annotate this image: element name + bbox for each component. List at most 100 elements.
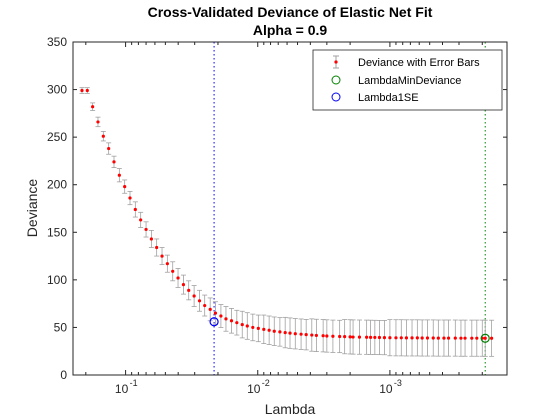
y-tick-label: 350 xyxy=(47,35,67,49)
legend-label-lambda1se: Lambda1SE xyxy=(358,92,419,104)
y-tick-label: 100 xyxy=(47,273,67,287)
deviance-points xyxy=(80,88,494,340)
deviance-point xyxy=(293,332,297,336)
deviance-point xyxy=(272,329,276,333)
deviance-point xyxy=(219,314,223,318)
deviance-point xyxy=(203,303,207,308)
deviance-point xyxy=(446,336,451,340)
deviance-point xyxy=(112,160,116,164)
deviance-point xyxy=(117,173,121,177)
x-axis-label: Lambda xyxy=(265,401,316,417)
deviance-point xyxy=(245,324,249,328)
deviance-point xyxy=(101,134,105,138)
deviance-point xyxy=(96,120,100,124)
deviance-point xyxy=(107,146,111,151)
deviance-point xyxy=(91,105,95,109)
deviance-point xyxy=(475,336,479,340)
legend-circle-blue-icon xyxy=(331,92,341,102)
deviance-point xyxy=(197,299,202,303)
deviance-point xyxy=(463,336,467,340)
legend-entry-lambdamin: LambdaMinDeviance xyxy=(331,75,461,87)
x-tick-label: 10 xyxy=(379,382,393,396)
y-tick-label: 0 xyxy=(60,368,67,382)
deviance-point xyxy=(160,254,164,258)
x-axis-ticks: 10 -1 10 -2 10 -3 xyxy=(85,42,483,396)
deviance-point xyxy=(187,288,191,292)
deviance-point xyxy=(123,185,127,189)
x-tick-label-exponent: -1 xyxy=(130,378,138,388)
deviance-point xyxy=(224,317,228,321)
deviance-point xyxy=(181,283,186,287)
deviance-point xyxy=(251,325,255,330)
x-tick-label: 10 xyxy=(247,382,261,396)
y-tick-label: 150 xyxy=(47,225,67,239)
legend-label-deviance: Deviance with Error Bars xyxy=(358,57,480,69)
deviance-point xyxy=(459,336,463,340)
chart-subtitle: Alpha = 0.9 xyxy=(253,22,328,38)
deviance-point xyxy=(331,334,335,338)
deviance-point xyxy=(304,333,308,337)
y-tick-label: 300 xyxy=(47,83,67,97)
deviance-point xyxy=(278,330,282,334)
deviance-point xyxy=(235,321,239,325)
deviance-point xyxy=(310,333,314,337)
lambda-markers xyxy=(209,317,490,343)
deviance-point xyxy=(425,336,430,340)
reference-lines xyxy=(213,42,486,375)
deviance-point xyxy=(431,336,435,340)
deviance-point xyxy=(133,207,137,212)
deviance-point xyxy=(139,218,143,222)
deviance-point xyxy=(321,334,325,338)
deviance-point xyxy=(490,336,494,340)
deviance-point xyxy=(165,262,169,266)
deviance-point xyxy=(262,327,266,331)
deviance-point xyxy=(299,332,303,336)
deviance-point xyxy=(288,331,292,335)
lambdamin-marker xyxy=(480,333,490,343)
deviance-point xyxy=(348,335,352,339)
deviance-point xyxy=(442,336,446,340)
deviance-point xyxy=(283,330,287,335)
deviance-point xyxy=(208,307,212,311)
deviance-point xyxy=(338,334,342,339)
deviance-point xyxy=(399,336,403,340)
deviance-point xyxy=(213,311,218,315)
deviance-point xyxy=(229,319,234,323)
deviance-point xyxy=(365,335,369,339)
deviance-point xyxy=(149,237,153,241)
deviance-point xyxy=(404,336,409,340)
deviance-point xyxy=(415,336,419,340)
deviance-point xyxy=(240,322,244,327)
chart-title: Cross-Validated Deviance of Elastic Net … xyxy=(148,4,433,20)
legend-entry-lambda1se: Lambda1SE xyxy=(331,92,419,104)
deviance-point xyxy=(314,333,318,338)
y-tick-label: 200 xyxy=(47,178,67,192)
deviance-point xyxy=(483,336,487,340)
deviance-point xyxy=(373,335,377,340)
y-tick-label: 50 xyxy=(54,320,68,334)
deviance-point xyxy=(256,326,260,330)
deviance-point xyxy=(80,88,84,93)
y-tick-label: 250 xyxy=(47,130,67,144)
x-tick-label-exponent: -2 xyxy=(262,378,270,388)
legend-entry-errorbars: Deviance with Error Bars xyxy=(333,55,480,69)
deviance-point xyxy=(394,336,398,340)
deviance-point xyxy=(192,294,196,298)
legend-point-icon xyxy=(334,60,338,64)
deviance-point xyxy=(85,88,89,93)
deviance-point xyxy=(436,336,440,340)
deviance-point xyxy=(325,334,329,338)
x-tick-label-exponent: -3 xyxy=(394,378,402,388)
y-axis-ticks: 0 50 100 150 200 250 300 350 xyxy=(47,35,507,382)
deviance-point xyxy=(343,335,347,339)
legend-box xyxy=(312,49,503,111)
deviance-point xyxy=(420,336,424,340)
deviance-point xyxy=(144,227,148,232)
x-tick-label: 10 xyxy=(115,382,129,396)
deviance-point xyxy=(410,336,414,340)
deviance-point xyxy=(357,335,362,339)
deviance-point xyxy=(453,336,457,340)
deviance-point xyxy=(368,335,373,339)
deviance-point xyxy=(176,276,180,280)
